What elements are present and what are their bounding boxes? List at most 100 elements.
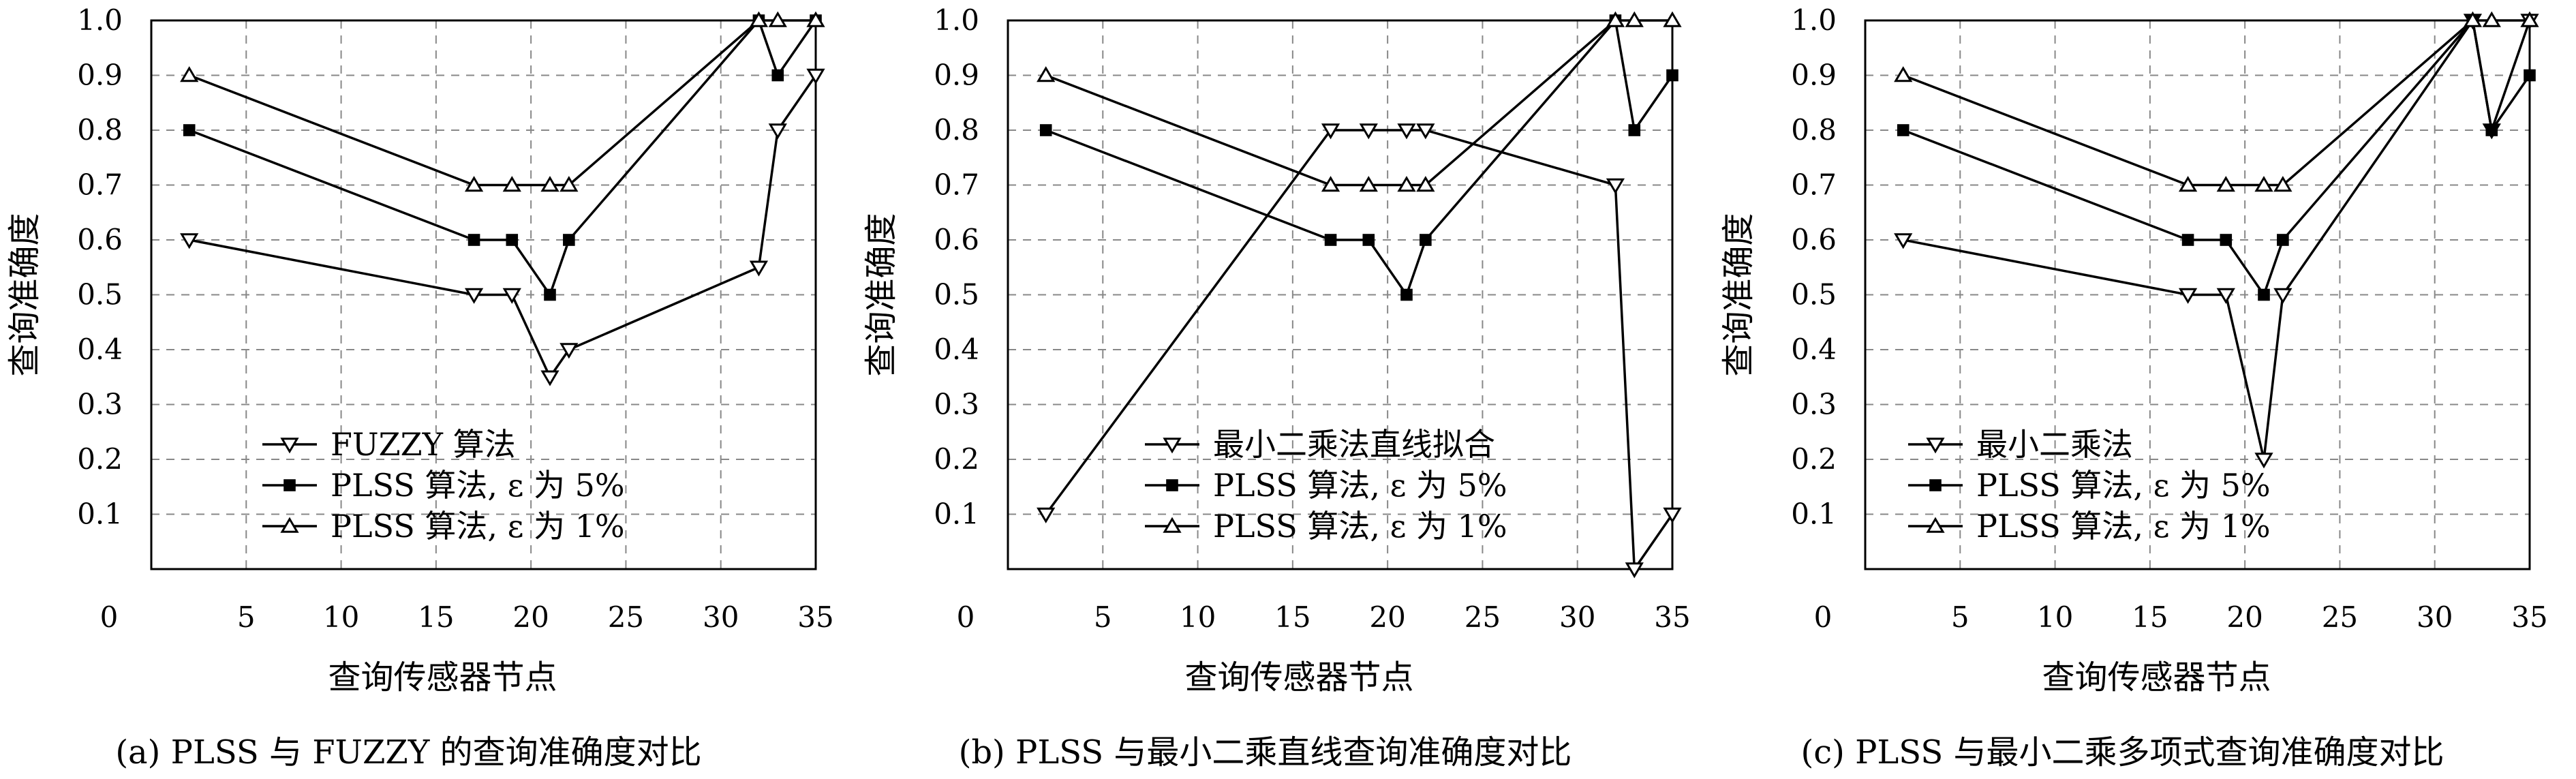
- x-tick-label: 10: [323, 600, 359, 634]
- data-point: [180, 66, 199, 82]
- data-point: [2277, 234, 2289, 246]
- y-tick-label: 0.2: [77, 442, 123, 476]
- data-point: [1321, 123, 1340, 140]
- data-point: [768, 11, 787, 27]
- y-axis-label: 查询准确度: [5, 213, 44, 376]
- x-tick-label: 15: [1274, 600, 1310, 634]
- data-point: [1037, 66, 1056, 82]
- series-line: [189, 19, 816, 187]
- legend-marker: [1926, 438, 1945, 454]
- data-point: [2520, 11, 2539, 27]
- legend-label: 最小二乘法直线拟合: [1213, 426, 1495, 463]
- data-point: [2273, 176, 2293, 192]
- y-tick-label: 0.9: [934, 59, 979, 92]
- y-tick-label: 0.5: [1791, 278, 1837, 311]
- legend-label: PLSS 算法, ε 为 1%: [1976, 508, 2271, 545]
- data-point: [1663, 507, 1682, 523]
- chart-panel-3: 0.1 0.2 0.3 0.4 0.5 0.6 0.7 0.8 0.9 1.0 0 5 10 15 20 25…: [1719, 3, 2548, 772]
- x-axis-label: 查询传感器节点: [328, 658, 557, 697]
- data-point: [1663, 11, 1682, 27]
- y-tick-label: 0.7: [77, 168, 123, 202]
- series-2: [1039, 14, 1678, 301]
- data-point: [544, 288, 556, 301]
- plot-frame: [1007, 19, 1674, 570]
- y-tick-label: 0.4: [934, 333, 979, 366]
- legend-label: PLSS 算法, ε 为 5%: [1976, 467, 2271, 504]
- y-tick-label: 1.0: [934, 3, 979, 37]
- data-point: [771, 69, 784, 82]
- data-point: [502, 288, 521, 304]
- series-line: [189, 18, 817, 298]
- figure-caption: (a) PLSS 与 FUZZY 的查询准确度对比: [115, 733, 701, 772]
- x-axis-label: 查询传感器节点: [2042, 658, 2271, 697]
- plot-frame: [1864, 19, 2531, 570]
- data-point: [1897, 124, 1910, 136]
- y-tick-label: 0.7: [1791, 168, 1837, 202]
- y-tick-label: 0.9: [1791, 59, 1837, 92]
- data-point: [1362, 234, 1375, 246]
- x-tick-label: 25: [608, 600, 644, 634]
- data-point: [1894, 66, 1913, 82]
- legend: 最小二乘法直线拟合 PLSS 算法, ε 为 5% PLSS 算法, ε 为 1%: [1145, 426, 1507, 545]
- data-point: [1397, 176, 1416, 192]
- data-point: [540, 176, 559, 192]
- data-point: [464, 288, 484, 304]
- legend-marker: [280, 517, 299, 533]
- x-tick-label: 5: [237, 600, 256, 634]
- x-tick-label: 15: [418, 600, 454, 634]
- data-point: [2220, 234, 2233, 246]
- data-point: [1606, 178, 1625, 194]
- x-tick-label: 30: [1559, 600, 1595, 634]
- data-point: [1039, 124, 1052, 136]
- y-tick-label: 0.1: [934, 498, 979, 531]
- series-line: [1903, 19, 2530, 187]
- data-point: [467, 234, 480, 246]
- x-tick-label: 5: [1094, 600, 1112, 634]
- x-tick-label: 20: [512, 600, 549, 634]
- y-tick-label: 0.8: [1791, 113, 1837, 147]
- data-point: [1420, 234, 1432, 246]
- legend-label: PLSS 算法, ε 为 5%: [1213, 467, 1507, 504]
- y-tick-label: 0.4: [1791, 333, 1837, 366]
- legend-marker: [1926, 517, 1945, 533]
- y-tick-label: 0.3: [934, 388, 979, 421]
- data-point: [1400, 288, 1413, 301]
- series-line: [1045, 19, 1672, 187]
- legend: 最小二乘法 PLSS 算法, ε 为 5% PLSS 算法, ε 为 1%: [1908, 426, 2271, 545]
- legend-marker: [1163, 438, 1182, 454]
- y-tick-label: 0.5: [77, 278, 123, 311]
- data-point: [1625, 11, 1644, 27]
- series-line: [1045, 129, 1674, 573]
- data-point: [1397, 123, 1416, 140]
- series-1: [1037, 123, 1682, 579]
- data-point: [1037, 507, 1056, 523]
- x-tick-label: 25: [2322, 600, 2358, 634]
- data-point: [506, 234, 519, 246]
- series-line: [1045, 18, 1674, 298]
- series-3: [1037, 11, 1682, 192]
- data-point: [2482, 11, 2501, 27]
- legend-marker: [280, 438, 299, 454]
- series-2: [1897, 14, 2536, 301]
- y-tick-label: 1.0: [77, 3, 123, 37]
- data-point: [1606, 11, 1625, 27]
- y-tick-label: 0.8: [934, 113, 979, 147]
- y-tick-label: 0.3: [77, 388, 123, 421]
- x-tick-label: 0: [1814, 600, 1833, 634]
- x-tick-label: 35: [1654, 600, 1690, 634]
- data-point: [180, 233, 199, 249]
- data-point: [563, 234, 575, 246]
- data-point: [2254, 453, 2273, 469]
- data-point: [749, 11, 769, 27]
- x-tick-label: 25: [1465, 600, 1501, 634]
- figure-caption: (b) PLSS 与最小二乘直线查询准确度对比: [959, 733, 1572, 772]
- x-tick-label: 10: [2037, 600, 2073, 634]
- y-tick-label: 0.6: [1791, 223, 1837, 256]
- data-point: [1416, 176, 1435, 192]
- data-point: [2485, 124, 2498, 136]
- x-tick-label: 0: [100, 600, 119, 634]
- data-point: [559, 176, 579, 192]
- data-point: [2254, 176, 2273, 192]
- legend-marker: [1929, 479, 1942, 491]
